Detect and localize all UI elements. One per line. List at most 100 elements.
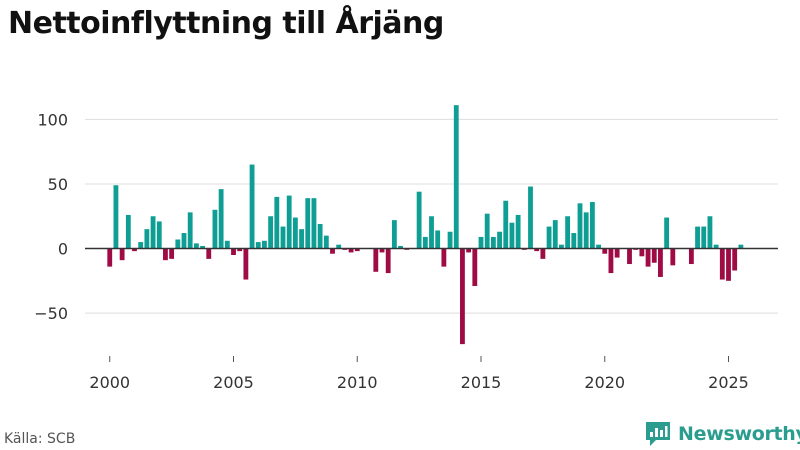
bar-2009Q2 [336, 244, 342, 249]
bar-2000Q1 [107, 248, 113, 267]
bar-2001Q1 [132, 248, 137, 252]
bar-2011Q4 [398, 245, 403, 249]
bar-2009Q1 [330, 248, 335, 254]
bar-2006Q2 [262, 240, 267, 249]
bar-2000Q3 [119, 248, 125, 261]
bar-2023Q3 [688, 248, 694, 265]
bar-2002Q1 [156, 221, 162, 249]
bar-2007Q2 [286, 195, 292, 249]
bar-2019Q3 [589, 202, 595, 249]
bar-2016Q3 [515, 214, 521, 249]
bar-2006Q3 [268, 216, 274, 249]
bar-2007Q4 [299, 229, 304, 249]
x-tick-label: 2020 [584, 373, 625, 392]
bar-layer [107, 105, 744, 345]
bar-2021Q1 [627, 248, 632, 265]
newsworthy-icon [646, 422, 670, 446]
bar-2023Q4 [695, 226, 700, 249]
bar-2018Q2 [559, 244, 564, 249]
bar-2017Q4 [546, 226, 552, 249]
x-tick-label: 2010 [337, 373, 378, 392]
bar-2014Q2 [460, 248, 465, 345]
bar-2013Q4 [447, 231, 453, 249]
bar-2012Q4 [422, 236, 428, 249]
bar-2007Q1 [280, 226, 286, 249]
bar-2021Q4 [645, 248, 651, 267]
bar-2015Q2 [484, 213, 490, 249]
bar-2017Q2 [534, 248, 540, 252]
bar-2025Q3 [738, 244, 744, 249]
x-tick-label: 2000 [89, 373, 130, 392]
grid-layer [85, 118, 778, 314]
bar-2020Q1 [602, 248, 608, 254]
bar-2004Q1 [206, 248, 212, 259]
bar-2002Q3 [169, 248, 175, 259]
bar-2022Q1 [651, 248, 657, 263]
bar-2008Q1 [305, 198, 311, 249]
x-tick-label: 2005 [213, 373, 254, 392]
bar-2024Q3 [713, 244, 719, 249]
bar-2001Q2 [138, 242, 144, 249]
y-tick-label: 0 [58, 240, 68, 259]
x-tick-label: 2015 [461, 373, 502, 392]
bar-2020Q2 [608, 248, 614, 274]
bar-2003Q3 [193, 243, 199, 249]
bar-2004Q4 [224, 240, 230, 249]
bar-2005Q2 [237, 248, 243, 252]
bar-2010Q4 [373, 248, 379, 272]
bar-2022Q4 [670, 248, 676, 266]
bar-2011Q2 [385, 248, 391, 274]
bar-2014Q4 [472, 248, 478, 286]
bar-2024Q2 [707, 216, 713, 249]
bar-2022Q2 [658, 248, 663, 277]
bar-2013Q2 [435, 230, 441, 249]
bar-2006Q1 [255, 242, 261, 249]
y-tick-label: 50 [48, 175, 68, 194]
bar-2019Q2 [583, 212, 589, 249]
y-tick-label: 100 [37, 110, 68, 129]
y-tick-label: −50 [34, 304, 68, 323]
bar-2006Q4 [274, 196, 280, 249]
bar-2008Q3 [317, 224, 323, 249]
bar-2001Q4 [150, 216, 156, 249]
bar-2020Q3 [614, 248, 620, 258]
bar-2003Q1 [181, 233, 187, 249]
bar-2012Q3 [416, 191, 422, 249]
bar-2016Q2 [509, 222, 515, 249]
bar-2019Q4 [596, 244, 601, 249]
brand-name: Newsworthy [678, 423, 800, 445]
bar-2017Q1 [528, 186, 533, 249]
bar-2015Q4 [497, 231, 502, 249]
bar-2024Q4 [719, 248, 725, 280]
bar-2022Q3 [664, 217, 670, 249]
bar-2005Q3 [243, 248, 249, 280]
x-tick-label: 2025 [708, 373, 749, 392]
bar-2008Q4 [323, 235, 329, 249]
bar-2014Q3 [466, 248, 472, 253]
bar-2000Q2 [113, 185, 119, 249]
bar-2009Q4 [348, 248, 354, 253]
bar-2024Q1 [701, 226, 707, 249]
bar-2025Q2 [732, 248, 738, 271]
bar-2000Q4 [125, 214, 131, 249]
brand-logo[interactable]: Newsworthy [644, 419, 800, 449]
bar-2011Q1 [379, 248, 385, 253]
bar-2015Q1 [478, 236, 484, 249]
bar-2005Q4 [249, 164, 255, 249]
bar-2013Q1 [429, 216, 434, 249]
bar-2011Q3 [391, 220, 397, 249]
bar-2003Q4 [200, 245, 205, 249]
bar-2007Q3 [292, 217, 298, 249]
bar-2002Q4 [175, 239, 181, 249]
bar-2018Q1 [552, 220, 558, 249]
bar-2017Q3 [540, 248, 546, 259]
bar-2001Q3 [144, 229, 150, 249]
bar-2018Q4 [571, 233, 577, 249]
bar-2008Q2 [311, 198, 317, 249]
bar-2004Q2 [212, 209, 218, 249]
bar-2005Q1 [231, 248, 236, 255]
tick-layer: 100 50 0 −50 2000 2005 2010 2015 2020 2025 [34, 110, 749, 392]
bar-2010Q1 [354, 248, 360, 252]
bar-2015Q3 [490, 236, 496, 249]
